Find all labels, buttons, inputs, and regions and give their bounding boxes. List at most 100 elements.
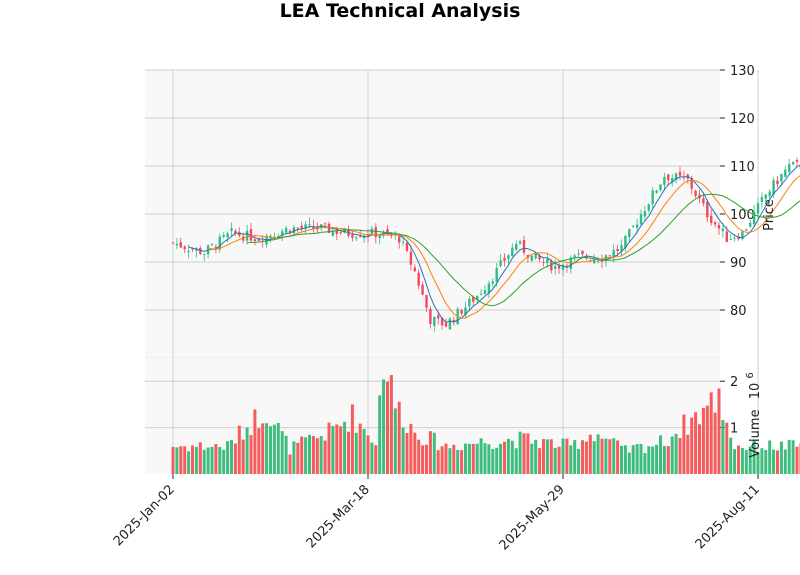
candle-body	[784, 169, 787, 177]
candle-body	[616, 248, 619, 252]
volume-bar	[323, 440, 327, 474]
candle-body	[452, 320, 455, 322]
candle-body	[401, 241, 405, 243]
candle-body	[663, 177, 666, 185]
volume-bar	[768, 440, 772, 474]
candle-body	[464, 307, 467, 315]
candle-body	[557, 264, 561, 269]
volume-bar	[487, 444, 491, 474]
volume-bar	[456, 449, 460, 474]
volume-bar	[740, 447, 744, 474]
x-tick-label: 2025-May-29	[497, 482, 568, 553]
volume-bar	[397, 401, 401, 474]
volume-panel: 12	[145, 358, 800, 474]
volume-bar	[405, 432, 409, 474]
candle-body	[725, 231, 728, 242]
candle-body	[639, 214, 643, 225]
volume-bar	[202, 449, 206, 474]
volume-bar	[737, 445, 740, 474]
volume-bar	[499, 443, 503, 474]
candle-body	[191, 248, 194, 250]
volume-bar	[557, 446, 561, 474]
volume-bar	[339, 426, 343, 474]
candle-body	[300, 225, 303, 229]
candle-body	[749, 222, 752, 227]
volume-axis-label: Volume 10 6	[745, 372, 763, 458]
ma-line-5	[188, 165, 800, 323]
candle-body	[511, 247, 514, 257]
volume-bar	[272, 424, 276, 474]
price-tick-label: 100	[730, 208, 755, 223]
candle-body	[386, 229, 389, 234]
volume-axis-label-text: Volume	[748, 409, 763, 457]
volume-bar	[327, 422, 331, 474]
candle-body	[713, 222, 717, 225]
volume-bar	[475, 443, 479, 474]
candle-body	[409, 251, 413, 265]
volume-bars	[171, 375, 800, 474]
volume-bar	[670, 436, 674, 474]
volume-bar	[581, 440, 584, 474]
candle-body	[581, 250, 584, 255]
volume-bar	[257, 428, 261, 474]
volume-bar	[717, 388, 721, 474]
volume-bar	[218, 447, 222, 474]
volume-bar	[288, 454, 292, 474]
candle-body	[331, 230, 335, 236]
candle-body	[437, 315, 440, 319]
candle-body	[378, 235, 381, 239]
candle-body	[518, 241, 522, 244]
volume-bar	[620, 445, 623, 474]
candle-body	[366, 234, 370, 237]
candle-body	[780, 174, 783, 182]
volume-bar	[175, 447, 179, 474]
volume-bar	[467, 443, 471, 474]
volume-bar	[635, 444, 639, 474]
candle-body	[269, 235, 272, 238]
candle-body	[351, 234, 354, 238]
price-tick-label: 110	[730, 160, 755, 175]
candle-body	[218, 236, 221, 250]
candle-body	[577, 253, 580, 255]
volume-bar	[549, 439, 553, 474]
candle-body	[277, 236, 280, 237]
volume-bar	[315, 438, 319, 474]
volume-tick-label: 1	[730, 422, 738, 437]
candle-body	[565, 265, 569, 268]
volume-bar	[729, 437, 733, 474]
candle-body	[468, 298, 471, 307]
volume-bar	[674, 433, 678, 474]
volume-bar	[269, 426, 272, 474]
volume-bar	[752, 439, 756, 474]
volume-bar	[627, 452, 631, 474]
candle-body	[175, 243, 179, 246]
volume-bar	[245, 427, 249, 474]
volume-bar	[588, 434, 592, 474]
volume-bar	[643, 453, 647, 474]
candle-body	[710, 215, 713, 224]
volume-bar	[651, 446, 655, 474]
volume-bar	[701, 407, 705, 474]
volume-bar	[393, 408, 397, 474]
volume-bar	[639, 443, 643, 474]
candle-body	[483, 290, 487, 294]
volume-bar	[370, 442, 374, 474]
volume-bar	[382, 379, 386, 474]
volume-bar	[350, 404, 354, 474]
volume-bar	[647, 446, 651, 474]
candle-body	[238, 232, 241, 236]
volume-bar	[600, 438, 604, 474]
volume-bar	[206, 447, 210, 474]
volume-bar	[506, 438, 510, 474]
candle-body	[226, 233, 229, 238]
volume-bar	[522, 433, 526, 474]
volume-bar	[417, 439, 421, 474]
price-tick-label: 90	[730, 256, 747, 271]
candle-body	[476, 296, 479, 300]
candle-body	[179, 242, 182, 248]
candle-body	[561, 264, 565, 271]
volume-bar	[331, 426, 335, 474]
candle-body	[491, 281, 494, 284]
candle-body	[772, 180, 775, 195]
volume-bar	[436, 450, 440, 474]
